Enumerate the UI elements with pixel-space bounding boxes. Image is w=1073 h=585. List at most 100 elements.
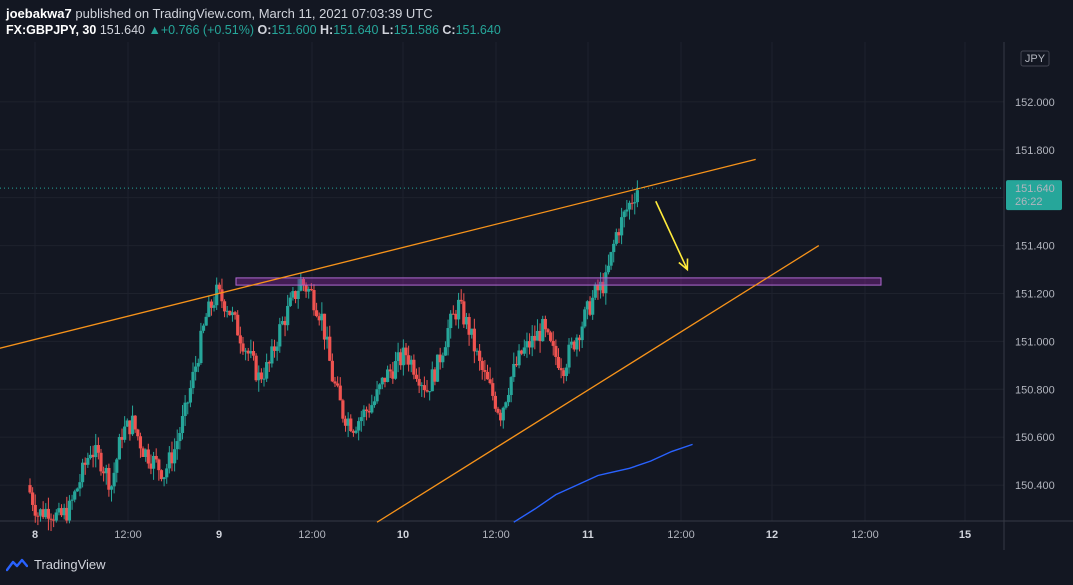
candle-body	[580, 326, 584, 341]
candle-body	[614, 232, 618, 244]
x-tick-label: 15	[959, 529, 971, 541]
candle-body	[270, 346, 274, 364]
candle-body	[420, 385, 424, 387]
high-label: H:	[320, 23, 334, 37]
candle-body	[162, 477, 166, 480]
candle-body	[151, 455, 156, 469]
candle-body	[291, 291, 295, 298]
y-tick-label: 150.600	[1015, 432, 1055, 444]
candle-body	[280, 321, 285, 325]
candle-body	[222, 301, 227, 312]
candle-body	[459, 299, 463, 302]
y-tick-label: 150.400	[1015, 480, 1055, 492]
candle-body	[62, 507, 66, 516]
candle-body	[165, 468, 169, 478]
candle-body	[470, 328, 474, 335]
candle-body	[212, 305, 216, 308]
author-name[interactable]: joebakwa7	[6, 6, 72, 21]
candle-body	[154, 455, 158, 460]
candle-body	[207, 301, 211, 317]
y-tick-label: 151.400	[1015, 241, 1055, 253]
candle-body	[433, 369, 437, 382]
candle-body	[354, 430, 358, 433]
candle-body	[94, 445, 98, 458]
candle-body	[378, 384, 382, 390]
currency-badge[interactable]	[1020, 50, 1050, 67]
candle-body	[343, 418, 348, 426]
candle-body	[549, 332, 553, 341]
candle-body	[412, 359, 416, 375]
candle-body	[509, 377, 513, 396]
candle-body	[309, 288, 313, 291]
candle-body	[351, 431, 356, 433]
candle-body	[70, 499, 74, 501]
x-tick-label: 12:00	[114, 529, 142, 541]
price-chart[interactable]: 152.000 151.800 151.600 151.400 151.200 151.0…	[0, 0, 1073, 550]
x-tick-label: 12	[766, 529, 778, 541]
open-label: O:	[257, 23, 272, 37]
candle-body	[630, 202, 634, 204]
candle-body	[317, 316, 321, 321]
candle-body	[241, 343, 245, 352]
candle-body	[506, 395, 511, 403]
trendline[interactable]	[376, 245, 820, 523]
candle-body	[401, 347, 405, 366]
candle-body	[180, 416, 185, 434]
resistance-zone[interactable]	[235, 277, 882, 286]
candle-body	[388, 369, 392, 372]
candle-body	[204, 316, 208, 326]
candle-body	[483, 369, 487, 372]
candle-body	[396, 352, 400, 361]
candle-body	[538, 330, 542, 342]
candle-body	[236, 314, 240, 336]
candle-body	[467, 317, 471, 335]
candle-body	[117, 437, 121, 460]
candle-body	[86, 457, 90, 465]
candle-body	[88, 454, 93, 458]
x-tick-label: 12:00	[482, 529, 510, 541]
y-tick-label: 151.000	[1015, 336, 1055, 348]
last-price: 151.640	[99, 23, 145, 37]
candle-body	[46, 508, 51, 519]
low-value: 151.586	[393, 23, 439, 37]
candle-body	[585, 301, 590, 310]
candle-body	[254, 355, 258, 381]
candle-body	[627, 202, 632, 210]
candle-body	[588, 301, 592, 315]
trendline[interactable]	[0, 158, 756, 349]
candle-body	[230, 312, 235, 316]
symbol-label[interactable]: FX:GBPJPY, 30	[6, 23, 97, 37]
price-tag	[1006, 180, 1062, 211]
candle-body	[167, 452, 171, 469]
candle-body	[517, 350, 521, 366]
y-tick-label: 152.000	[1015, 97, 1055, 109]
candle-body	[604, 272, 608, 294]
candle-body	[372, 401, 377, 406]
candle-body	[259, 372, 263, 380]
candle-body	[504, 402, 508, 408]
y-tick-label: 151.800	[1015, 145, 1055, 157]
candle-body	[228, 310, 232, 316]
candle-body	[120, 437, 124, 440]
candle-body	[320, 313, 324, 321]
brand-label[interactable]: TradingView	[34, 557, 106, 572]
candle-body	[312, 290, 316, 311]
candle-body	[83, 462, 87, 465]
candle-body	[551, 340, 555, 346]
candle-body	[283, 321, 287, 326]
candle-body	[606, 265, 611, 273]
candle-body	[201, 325, 206, 331]
candle-body	[262, 378, 266, 380]
candle-body	[333, 381, 337, 384]
candle-body	[462, 301, 466, 325]
projection-arrow[interactable]	[655, 200, 689, 270]
open-value: 151.600	[271, 23, 317, 37]
candle-body	[575, 337, 579, 350]
candle-body	[591, 297, 595, 315]
candle-body	[238, 335, 242, 344]
candle-body	[233, 312, 237, 315]
candle-body	[475, 350, 479, 352]
candle-body	[380, 377, 384, 385]
currency-label: JPY	[1025, 53, 1046, 65]
candle-body	[567, 344, 571, 368]
